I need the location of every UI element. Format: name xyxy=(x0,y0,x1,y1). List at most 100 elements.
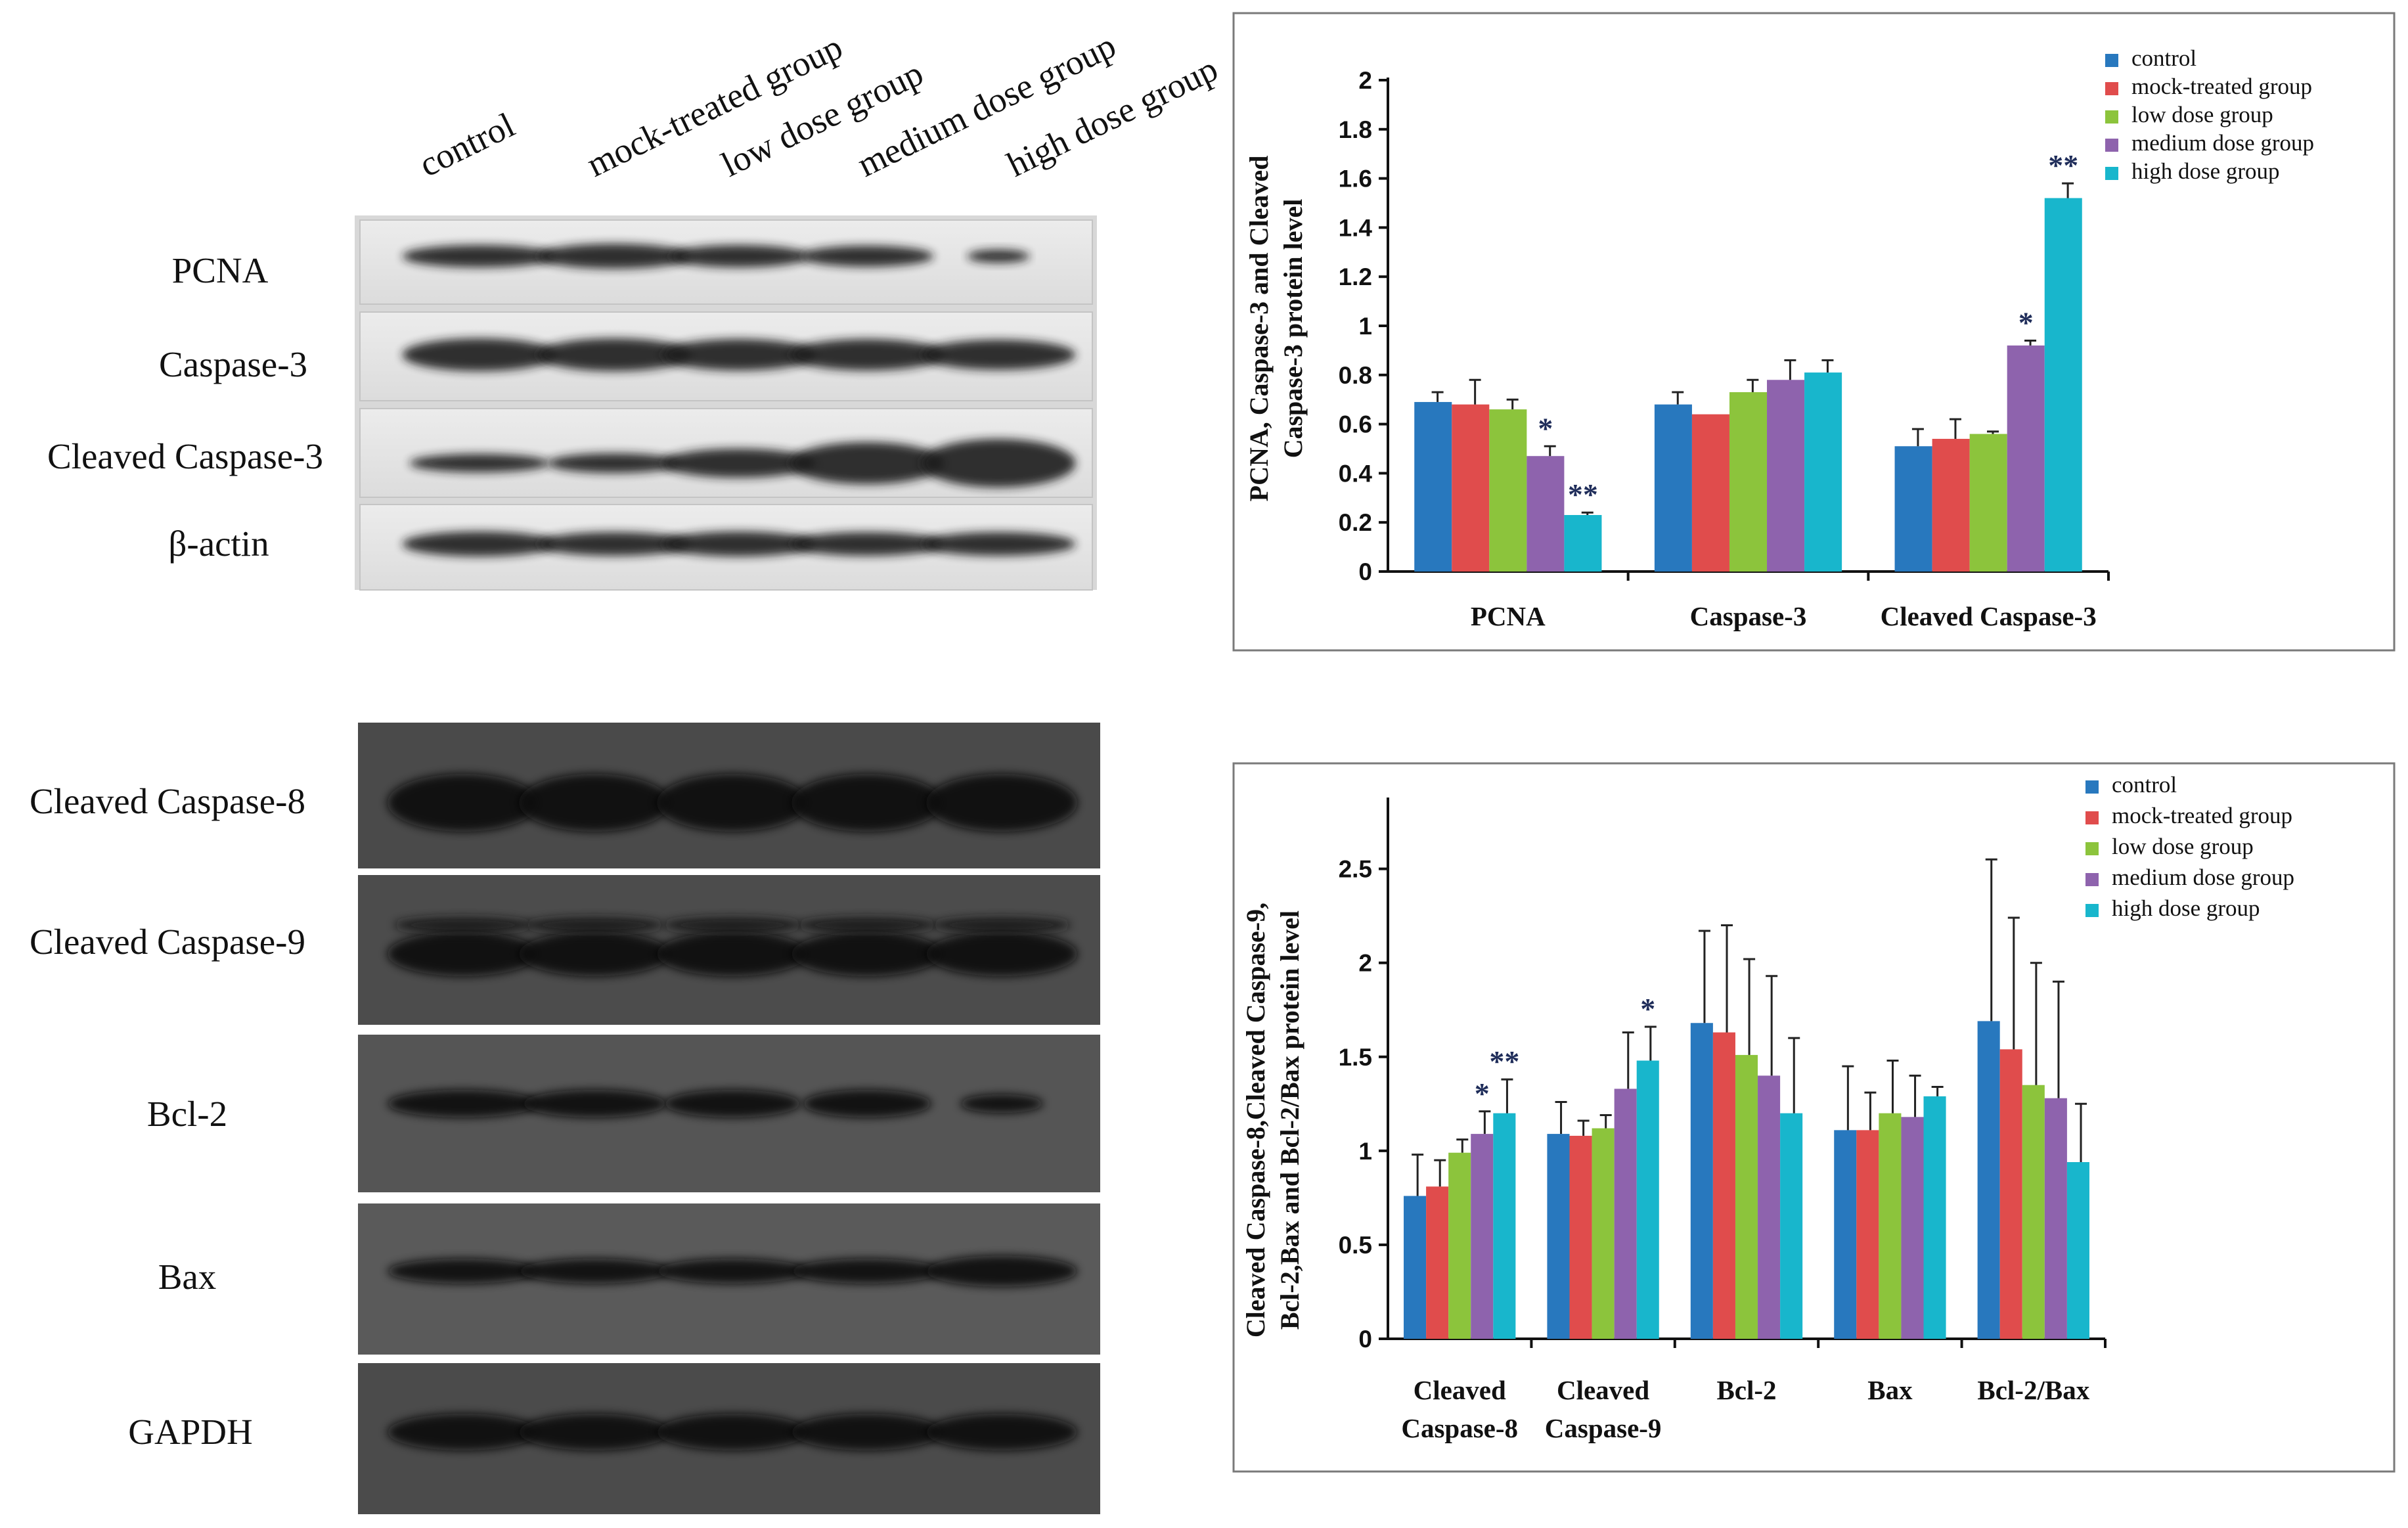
bar-bax-mock-treated-group xyxy=(1856,1130,1879,1339)
bar-cleaved-caspase-8-high-dose-group xyxy=(1493,1113,1516,1339)
legend-swatch-control xyxy=(2105,54,2118,67)
bar-cleaved-caspase-9-high-dose-group xyxy=(1636,1060,1659,1339)
band-caspase-3-lane-2 xyxy=(537,338,692,371)
blot-row-label-cleaved-caspase-9: Cleaved Caspase-9 xyxy=(30,922,305,962)
bar-cleaved-caspase-8-low-dose-group xyxy=(1448,1152,1471,1339)
y-tick-label: 0.5 xyxy=(1339,1232,1372,1259)
legend-swatch-medium-dose-group xyxy=(2085,873,2099,886)
blot-row-label-gapdh: GAPDH xyxy=(128,1412,252,1452)
y-tick-label: 0 xyxy=(1358,1326,1372,1353)
top-blot-strips xyxy=(359,219,1093,591)
y-tick-label: 1.2 xyxy=(1339,263,1372,290)
category-label-caspase-3: Caspase-3 xyxy=(1690,601,1807,631)
legend-label-control: control xyxy=(2131,45,2196,71)
band-actin-lane-1 xyxy=(402,531,557,556)
bar-caspase-3-low-dose-group xyxy=(1729,392,1768,572)
band-actin-lane-5 xyxy=(921,532,1076,556)
legend-label-high-dose-group: high dose group xyxy=(2131,158,2280,184)
significance-mark-pcna-medium-dose-group: * xyxy=(1538,411,1553,445)
band-bax-lane-3 xyxy=(657,1259,808,1284)
y-tick-label: 1.5 xyxy=(1339,1044,1372,1071)
band-gapdh-lane-5 xyxy=(926,1414,1077,1450)
bar-cleaved-caspase-8-medium-dose-group xyxy=(1471,1134,1494,1339)
y-axis-title-line-2: Bcl-2,Bax and Bcl-2/Bax protein level xyxy=(1275,910,1304,1330)
band-cleaved-caspase-9-lane-3 xyxy=(657,932,808,976)
bar-caspase-3-high-dose-group xyxy=(1804,372,1842,572)
band-bcl-2-lane-3 xyxy=(664,1090,801,1117)
band-cleaved-caspase-8-lane-5 xyxy=(926,774,1077,832)
band-caspase-3-lane-4 xyxy=(790,339,945,371)
legend-swatch-mock-treated-group xyxy=(2085,811,2099,824)
bar-bax-medium-dose-group xyxy=(1901,1117,1924,1339)
legend-label-high-dose-group: high dose group xyxy=(2112,895,2260,921)
band-caspase-3-lane-5 xyxy=(921,340,1076,370)
bar-pcna-control xyxy=(1414,401,1452,572)
band-pcna-lane-5 xyxy=(967,250,1030,263)
significance-mark-cleaved-caspase-8-medium-dose-group: * xyxy=(1475,1077,1490,1110)
blot-row-label-bcl-2: Bcl-2 xyxy=(147,1094,227,1134)
y-tick-label: 1 xyxy=(1358,1138,1372,1165)
blot-row-label-actin: β-actin xyxy=(168,524,269,564)
western-blot-bottom: Cleaved Caspase-8 Cleaved Caspase-9 Bcl-2 B… xyxy=(30,723,1100,1514)
y-tick-label: 1 xyxy=(1358,313,1372,340)
band-cleaved-caspase-9-lane-5 xyxy=(926,932,1077,976)
blot-row-label-cleaved-caspase-3: Cleaved Caspase-3 xyxy=(47,436,323,476)
band-cleaved-caspase-3-lane-3 xyxy=(661,449,816,478)
bar-bcl-2-bax-high-dose-group xyxy=(2066,1162,2089,1339)
category-label-cleaved-caspase-8-line-2: Caspase-8 xyxy=(1401,1413,1518,1443)
bar-cleaved-caspase-9-mock-treated-group xyxy=(1569,1135,1592,1339)
chart-frame xyxy=(1232,762,2396,1473)
bar-cleaved-caspase-9-control xyxy=(1547,1134,1570,1339)
bar-caspase-3-control xyxy=(1654,404,1692,572)
bar-cleaved-caspase-3-medium-dose-group xyxy=(2007,345,2045,572)
band-cleaved-caspase-9-upper-lane-5 xyxy=(933,917,1071,933)
category-label-bax: Bax xyxy=(1867,1375,1913,1405)
bottom-row-labels: Cleaved Caspase-8 Cleaved Caspase-9 Bcl-2 B… xyxy=(30,781,305,1452)
y-tick-label: 0.2 xyxy=(1339,509,1372,536)
category-label-bcl-2-bax: Bcl-2/Bax xyxy=(1977,1375,2089,1405)
lane-label-control: control xyxy=(413,105,521,185)
bar-bcl-2-mock-treated-group xyxy=(1712,1032,1735,1339)
y-axis-title-line-1: PCNA, Caspase-3 and Cleaved xyxy=(1244,156,1274,502)
bar-bcl-2-low-dose-group xyxy=(1735,1054,1758,1339)
category-label-cleaved-caspase-8-line-1: Cleaved xyxy=(1414,1375,1506,1405)
y-tick-label: 1.8 xyxy=(1339,116,1372,143)
band-cleaved-caspase-8-lane-4 xyxy=(792,774,943,832)
bar-pcna-high-dose-group xyxy=(1564,514,1602,572)
legend-label-medium-dose-group: medium dose group xyxy=(2131,130,2314,156)
legend-swatch-medium-dose-group xyxy=(2105,139,2118,152)
category-label-cleaved-caspase-9-line-2: Caspase-9 xyxy=(1545,1413,1662,1443)
band-actin-lane-3 xyxy=(661,531,816,556)
band-bax-lane-4 xyxy=(792,1259,943,1284)
band-gapdh-lane-4 xyxy=(792,1414,943,1450)
band-cleaved-caspase-3-lane-2 xyxy=(547,453,681,473)
band-cleaved-caspase-9-upper-lane-4 xyxy=(798,917,936,933)
band-gapdh-lane-3 xyxy=(657,1414,808,1450)
band-bcl-2-lane-2 xyxy=(522,1090,667,1117)
bar-pcna-low-dose-group xyxy=(1489,409,1527,572)
bar-bcl-2-bax-medium-dose-group xyxy=(2044,1098,2067,1339)
bar-chart-apoptosis-markers: 0 0.5 1 1.5 2 2.5 Cleaved Caspase-8 Cleaved Caspa… xyxy=(1232,762,2396,1473)
bar-cleaved-caspase-8-mock-treated-group xyxy=(1426,1186,1449,1339)
category-label-bcl-2: Bcl-2 xyxy=(1716,1375,1776,1405)
band-cleaved-caspase-9-lane-1 xyxy=(388,932,539,976)
y-tick-label: 0 xyxy=(1358,558,1372,585)
bar-caspase-3-medium-dose-group xyxy=(1767,380,1805,572)
legend-swatch-control xyxy=(2085,780,2099,794)
y-tick-label: 0.4 xyxy=(1339,460,1373,487)
band-gapdh-lane-2 xyxy=(519,1414,670,1450)
band-cleaved-caspase-9-upper-lane-3 xyxy=(663,917,801,933)
legend-swatch-high-dose-group xyxy=(2085,904,2099,917)
y-axis-title-line-2: Caspase-3 protein level xyxy=(1278,199,1308,459)
bar-bcl-2-high-dose-group xyxy=(1780,1113,1803,1339)
bar-bax-high-dose-group xyxy=(1923,1096,1946,1339)
band-pcna-lane-3 xyxy=(669,245,809,267)
y-tick-label: 0.6 xyxy=(1339,411,1372,438)
bar-bax-control xyxy=(1834,1130,1857,1339)
band-caspase-3-lane-1 xyxy=(402,338,557,371)
band-bax-lane-5 xyxy=(926,1255,1077,1287)
band-bcl-2-lane-1 xyxy=(388,1090,539,1117)
legend-swatch-low-dose-group xyxy=(2105,110,2118,124)
top-row-labels: PCNA Caspase-3 Cleaved Caspase-3 β-actin xyxy=(47,250,323,564)
